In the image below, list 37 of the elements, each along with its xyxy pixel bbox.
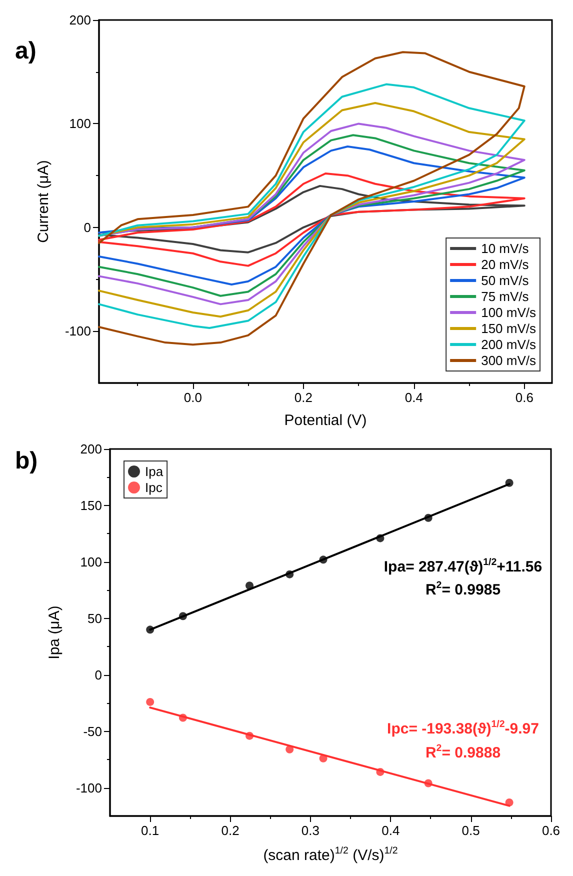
y-tick-label: 0 <box>94 667 102 682</box>
legend-label: 100 mV/s <box>481 305 536 320</box>
x-tick-label: 0.1 <box>141 823 160 838</box>
legend-label: 10 mV/s <box>481 241 530 256</box>
y-tick-label: -50 <box>83 724 102 739</box>
x-tick-label: 0.0 <box>184 390 202 405</box>
y-tick-label: 100 <box>69 116 91 132</box>
x-tick-label: 0.6 <box>515 390 534 405</box>
legend-label: 200 mV/s <box>481 337 536 352</box>
legend-label: 75 mV/s <box>481 289 530 304</box>
x-tick-label: 0.5 <box>462 823 480 838</box>
x-tick-label: 0.4 <box>382 823 400 838</box>
text: a) <box>15 38 36 64</box>
y-tick-label: 0 <box>84 220 91 235</box>
x-tick-label: 0.3 <box>301 823 320 838</box>
legend-label: 50 mV/s <box>481 273 530 288</box>
chart-title: b) <box>15 448 38 474</box>
y-tick-label: -100 <box>64 324 91 339</box>
point <box>146 698 154 706</box>
y-tick-label: -100 <box>76 780 102 796</box>
y-tick-label: 50 <box>88 610 102 626</box>
x-tick-label: 0.2 <box>221 823 240 838</box>
x-tick-label: 0.2 <box>294 390 312 405</box>
legend-label: Ipc <box>145 480 163 495</box>
x-axis-title: Potential (V) <box>284 412 367 429</box>
legend-label: 20 mV/s <box>481 257 530 272</box>
y-tick-label: 200 <box>69 12 91 28</box>
y-tick-label: 200 <box>80 442 102 456</box>
x-tick-label: 0.6 <box>542 823 560 838</box>
y-axis-title: Ipa (μA) <box>46 606 63 660</box>
y-axis-title: Current (μA) <box>35 160 52 243</box>
x-tick-label: 0.4 <box>404 390 423 405</box>
y-tick-label: 100 <box>80 554 102 570</box>
legend-label: 300 mV/s <box>481 353 536 368</box>
y-tick-label: 150 <box>80 498 102 513</box>
legend-label: 150 mV/s <box>481 321 536 336</box>
legend-label: Ipa <box>145 464 164 479</box>
